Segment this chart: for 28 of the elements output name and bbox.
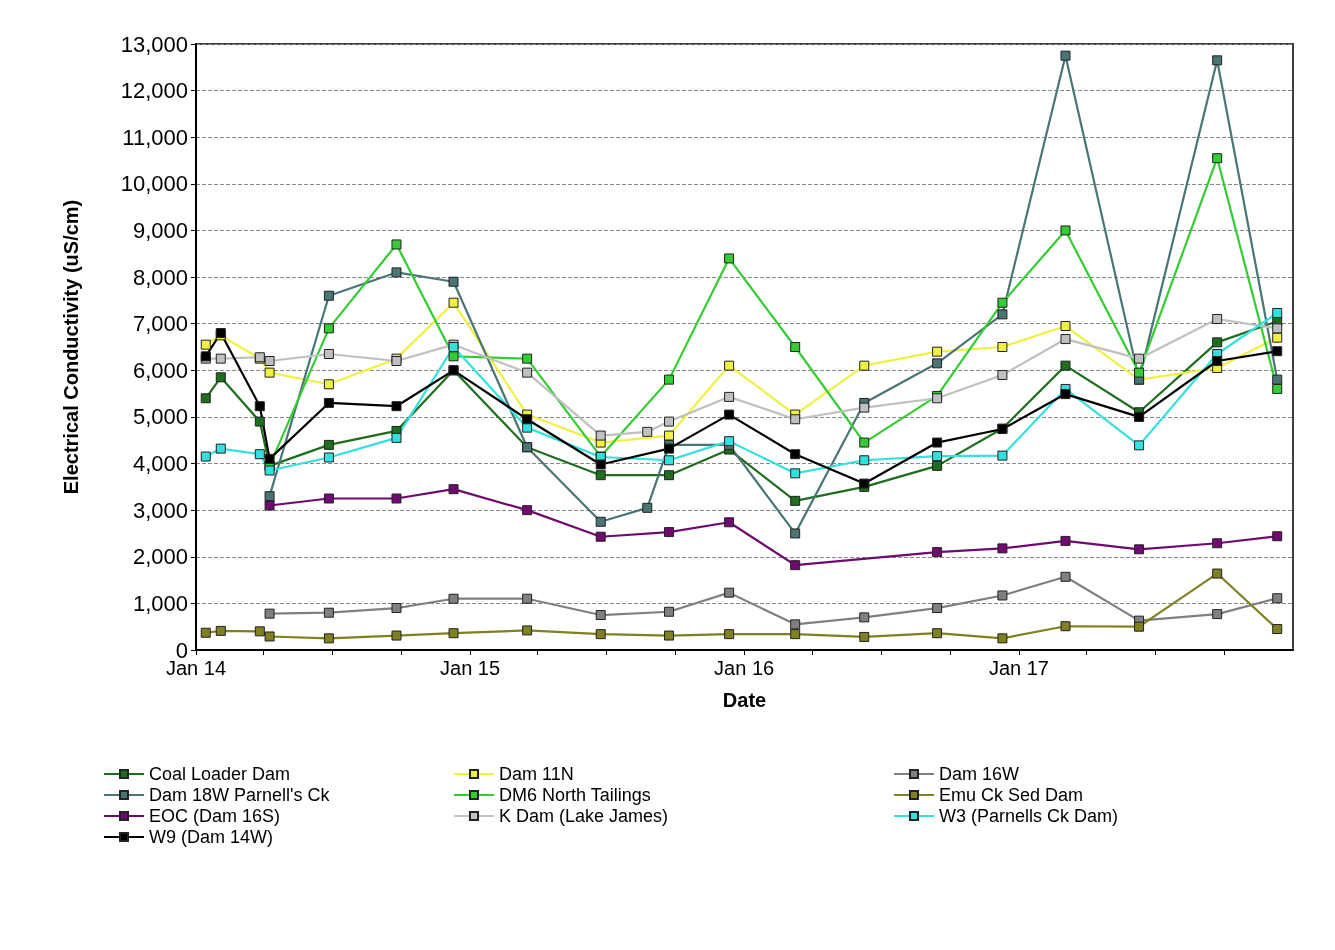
y-tick-label: 12,000 [120, 78, 188, 104]
x-tick-label: Jan 15 [440, 657, 501, 679]
legend-label: W3 (Parnells Ck Dam) [939, 806, 1119, 826]
legend-label: Dam 18W Parnell's Ck [149, 785, 331, 805]
x-tick-label: Jan 16 [714, 657, 775, 679]
y-tick-label: 1,000 [132, 590, 188, 616]
y-tick-label: 10,000 [120, 171, 188, 197]
y-axis-title: Electrical Conductivity (uS/cm) [60, 199, 82, 495]
y-tick-label: 7,000 [132, 311, 188, 337]
y-tick-label: 5,000 [132, 404, 188, 430]
y-tick-label: 13,000 [120, 31, 188, 57]
legend-label: K Dam (Lake James) [499, 806, 669, 826]
y-tick-label: 11,000 [122, 124, 188, 150]
legend-label: W9 (Dam 14W) [149, 827, 274, 847]
y-tick-label: 6,000 [132, 357, 188, 383]
y-tick-label: 4,000 [132, 451, 188, 477]
y-tick-label: 8,000 [132, 264, 188, 290]
legend-label: Dam 11N [499, 764, 574, 784]
legend-label: Dam 16W [939, 764, 1020, 784]
y-tick-label: 3,000 [132, 497, 188, 523]
legend-label: Coal Loader Dam [149, 764, 291, 784]
y-tick-label: 9,000 [132, 217, 188, 243]
legend-label: Emu Ck Sed Dam [939, 785, 1084, 805]
y-tick-label: 2,000 [132, 544, 188, 570]
x-axis-title: Date [722, 689, 767, 711]
x-tick-label: Jan 17 [988, 657, 1049, 679]
legend-label: DM6 North Tailings [499, 785, 651, 805]
legend-label: EOC (Dam 16S) [149, 806, 281, 826]
